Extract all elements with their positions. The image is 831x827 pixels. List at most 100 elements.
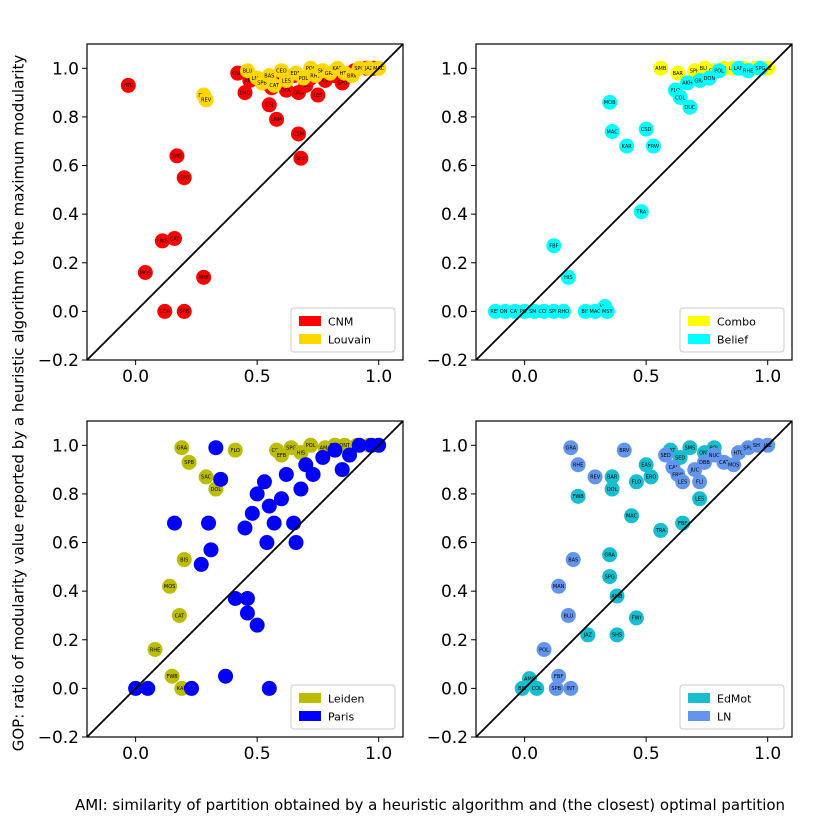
point-label: AMS: [524, 676, 535, 682]
data-point: [536, 641, 552, 657]
point-label: FRW: [672, 472, 683, 478]
point-label: CON: [159, 309, 170, 315]
y-tick-label: 1.0: [52, 59, 79, 79]
point-label: SPG: [755, 66, 765, 72]
data-point: [208, 440, 224, 456]
point-label: FLO: [301, 83, 310, 89]
point-label: CAT: [269, 83, 280, 89]
point-label: CSD: [641, 127, 652, 133]
point-label: COL: [675, 95, 685, 101]
point-label: FRW: [648, 144, 659, 150]
x-tick-label: 1.0: [365, 367, 392, 387]
y-tick-label: 0.0: [52, 302, 79, 322]
data-point: [672, 89, 688, 105]
data-point: [628, 474, 644, 490]
diagonal-line: [87, 44, 403, 360]
data-point: [638, 457, 654, 473]
data-point: [604, 124, 620, 140]
point-label: DON: [704, 76, 716, 82]
point-label: KAR: [622, 144, 633, 150]
y-tick-label: −0.2: [427, 728, 468, 748]
y-tick-label: 0.2: [441, 631, 468, 651]
data-point: [239, 590, 255, 606]
data-point: [675, 474, 691, 490]
point-label: GRA: [325, 71, 336, 77]
legend-swatch: [688, 693, 710, 703]
data-point: [278, 466, 294, 482]
data-point: [288, 535, 304, 551]
legend: Combo Belief: [679, 307, 785, 353]
y-tick-label: 0.6: [441, 534, 468, 554]
point-label: SMS: [529, 309, 540, 315]
point-label: MAC: [607, 129, 619, 135]
y-tick-label: −0.2: [38, 351, 79, 371]
chart-panel-2: AMBBARSPHBLUCONDOLLANFWBMACJAZMOBMACKARC…: [427, 43, 793, 387]
data-point: [679, 75, 695, 91]
point-label: FLO: [671, 88, 680, 94]
point-label: CSM: [293, 132, 304, 138]
data-point: [682, 99, 698, 115]
point-label: CAT: [170, 236, 181, 242]
legend-swatch: [299, 711, 321, 721]
point-label: AMB: [320, 446, 332, 452]
data-point: [315, 449, 331, 465]
data-point: [201, 515, 217, 531]
point-label: MAC: [626, 514, 638, 520]
data-point: [196, 269, 212, 285]
x-tick-label: 0.5: [633, 744, 660, 764]
point-label: BIS: [180, 557, 188, 563]
point-label: LES: [678, 480, 687, 486]
legend: Leiden Paris: [290, 684, 396, 730]
point-label: KAR: [177, 686, 188, 692]
legend-swatch: [299, 316, 321, 326]
legend-label: LN: [717, 711, 731, 724]
point-label: CEO: [276, 69, 287, 75]
data-point: [529, 680, 545, 696]
data-point: [140, 680, 156, 696]
legend-label: Belief: [717, 334, 749, 347]
point-label: POL: [714, 69, 724, 75]
y-tick-label: 0.0: [441, 679, 468, 699]
point-label: ONT: [232, 71, 244, 77]
data-point: [604, 469, 620, 485]
data-point: [563, 440, 579, 456]
point-label: CAT: [175, 613, 186, 619]
x-tick-label: 0.5: [244, 744, 271, 764]
data-point: [602, 569, 618, 585]
point-label: SPG: [286, 446, 296, 452]
y-tick-label: 0.6: [441, 157, 468, 177]
point-label: ERO: [646, 475, 657, 481]
data-point: [157, 303, 173, 319]
data-point: [303, 437, 319, 453]
data-point: [628, 610, 644, 626]
data-point: [273, 491, 289, 507]
data-point: [193, 556, 209, 572]
point-label: REV: [590, 475, 601, 481]
data-point: [609, 627, 625, 643]
data-point: [670, 65, 686, 81]
data-point: [587, 303, 603, 319]
x-tick-label: 0.5: [244, 367, 271, 387]
data-point: [514, 680, 530, 696]
point-label: EAS: [641, 463, 651, 469]
point-label: RHO: [558, 309, 569, 315]
data-point: [162, 578, 178, 594]
point-label: MOB: [604, 100, 616, 106]
point-label: NUC: [709, 453, 720, 459]
data-point: [213, 471, 229, 487]
point-label: NNI: [321, 78, 330, 84]
point-label: GRA: [177, 446, 188, 452]
diagonal-line: [87, 421, 403, 737]
data-point: [546, 238, 562, 254]
x-tick-label: 1.0: [754, 744, 781, 764]
data-point: [305, 466, 321, 482]
data-point: [602, 94, 618, 110]
point-label: DOL: [607, 487, 618, 493]
point-label: SPH: [690, 69, 700, 75]
point-label: FBF: [554, 674, 563, 680]
legend: EdMot LN: [679, 684, 785, 730]
point-label: DBB: [699, 460, 710, 466]
y-tick-label: 0.4: [52, 582, 79, 602]
point-label: POL: [306, 66, 316, 72]
